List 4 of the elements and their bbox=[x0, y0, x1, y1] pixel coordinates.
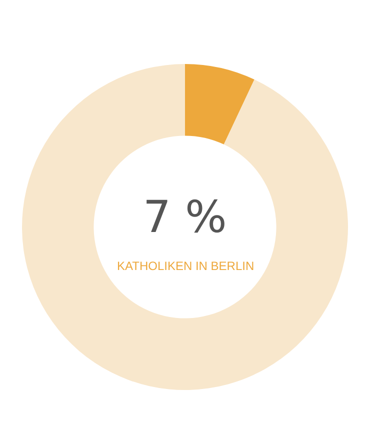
data-label: 7 % bbox=[143, 192, 227, 243]
donut-slice bbox=[185, 64, 254, 144]
donut-slice bbox=[22, 64, 348, 390]
text: KATHOLIKEN IN BERLIN bbox=[117, 259, 254, 273]
